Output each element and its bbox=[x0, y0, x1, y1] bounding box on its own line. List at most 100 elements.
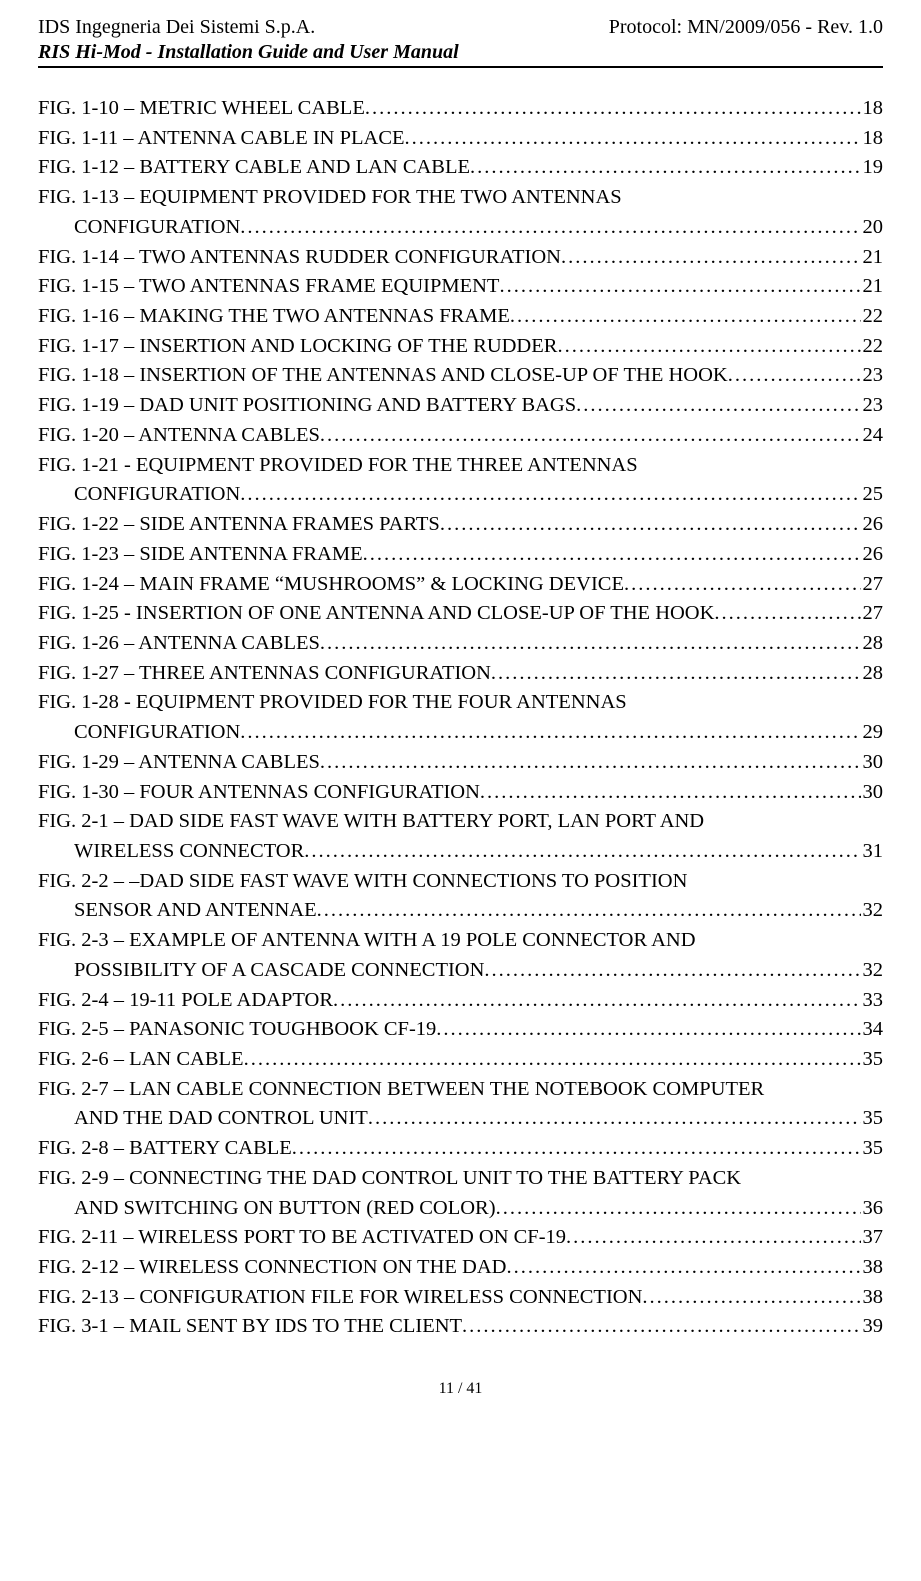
toc-line: CONFIGURATION29 bbox=[38, 718, 883, 748]
toc-text: FIG. 2-3 – EXAMPLE OF ANTENNA WITH A 19 … bbox=[38, 926, 696, 956]
toc-line: FIG. 1-25 - INSERTION OF ONE ANTENNA AND… bbox=[38, 599, 883, 629]
toc-page-number: 26 bbox=[861, 510, 884, 540]
toc-line: FIG. 1-20 – ANTENNA CABLES 24 bbox=[38, 421, 883, 451]
toc-text: FIG. 1-29 – ANTENNA CABLES bbox=[38, 748, 320, 778]
toc-entry: FIG. 1-13 – EQUIPMENT PROVIDED FOR THE T… bbox=[38, 183, 883, 242]
toc-line: AND THE DAD CONTROL UNIT35 bbox=[38, 1104, 883, 1134]
toc-entry: FIG. 1-14 – TWO ANTENNAS RUDDER CONFIGUR… bbox=[38, 243, 883, 273]
toc-line: FIG. 2-8 – BATTERY CABLE35 bbox=[38, 1134, 883, 1164]
toc-text: FIG. 1-14 – TWO ANTENNAS RUDDER CONFIGUR… bbox=[38, 243, 561, 273]
toc-entry: FIG. 1-15 – TWO ANTENNAS FRAME EQUIPMENT… bbox=[38, 272, 883, 302]
toc-entry: FIG. 1-29 – ANTENNA CABLES 30 bbox=[38, 748, 883, 778]
toc-page-number: 34 bbox=[861, 1015, 884, 1045]
toc-entry: FIG. 1-16 – MAKING THE TWO ANTENNAS FRAM… bbox=[38, 302, 883, 332]
toc-leaders bbox=[240, 718, 860, 748]
toc-text: FIG. 1-12 – BATTERY CABLE AND LAN CABLE bbox=[38, 153, 470, 183]
toc-line: FIG. 1-28 - EQUIPMENT PROVIDED FOR THE F… bbox=[38, 688, 883, 718]
toc-line: FIG. 1-23 – SIDE ANTENNA FRAME26 bbox=[38, 540, 883, 570]
toc-page-number: 32 bbox=[861, 956, 884, 986]
header-company: IDS Ingegneria Dei Sistemi S.p.A. bbox=[38, 16, 315, 39]
toc-line: FIG. 1-14 – TWO ANTENNAS RUDDER CONFIGUR… bbox=[38, 243, 883, 273]
toc-entry: FIG. 2-13 – CONFIGURATION FILE FOR WIREL… bbox=[38, 1283, 883, 1313]
toc-line: FIG. 2-4 – 19-11 POLE ADAPTOR33 bbox=[38, 986, 883, 1016]
toc-text: FIG. 1-30 – FOUR ANTENNAS CONFIGURATION bbox=[38, 778, 480, 808]
toc-line: FIG. 2-3 – EXAMPLE OF ANTENNA WITH A 19 … bbox=[38, 926, 883, 956]
toc-page-number: 19 bbox=[861, 153, 884, 183]
toc-entry: FIG. 1-25 - INSERTION OF ONE ANTENNA AND… bbox=[38, 599, 883, 629]
toc-page-number: 21 bbox=[861, 243, 884, 273]
toc-page-number: 24 bbox=[861, 421, 884, 451]
toc-page-number: 25 bbox=[861, 480, 884, 510]
toc-page-number: 38 bbox=[861, 1253, 884, 1283]
toc-leaders bbox=[624, 570, 861, 600]
toc-entry: FIG. 1-26 – ANTENNA CABLES28 bbox=[38, 629, 883, 659]
toc-entry: FIG. 2-9 – CONNECTING THE DAD CONTROL UN… bbox=[38, 1164, 883, 1223]
toc-text: FIG. 2-7 – LAN CABLE CONNECTION BETWEEN … bbox=[38, 1075, 764, 1105]
toc-leaders bbox=[363, 540, 861, 570]
footer-page-current: 11 bbox=[439, 1380, 454, 1397]
toc-text: FIG. 2-9 – CONNECTING THE DAD CONTROL UN… bbox=[38, 1164, 741, 1194]
toc-entry: FIG. 1-23 – SIDE ANTENNA FRAME26 bbox=[38, 540, 883, 570]
toc-line: FIG. 2-5 – PANASONIC TOUGHBOOK CF-1934 bbox=[38, 1015, 883, 1045]
toc-entry: FIG. 1-10 – METRIC WHEEL CABLE18 bbox=[38, 94, 883, 124]
toc-line: FIG. 1-29 – ANTENNA CABLES 30 bbox=[38, 748, 883, 778]
page-header: IDS Ingegneria Dei Sistemi S.p.A. Protoc… bbox=[38, 16, 883, 68]
toc-line: FIG. 1-17 – INSERTION AND LOCKING OF THE… bbox=[38, 332, 883, 362]
toc-leaders bbox=[240, 480, 860, 510]
toc-leaders bbox=[304, 837, 860, 867]
toc-text: CONFIGURATION bbox=[74, 213, 240, 243]
toc-leaders bbox=[320, 629, 861, 659]
toc-text: FIG. 1-20 – ANTENNA CABLES bbox=[38, 421, 320, 451]
toc-leaders bbox=[320, 421, 861, 451]
toc-page-number: 37 bbox=[861, 1223, 884, 1253]
toc-entry: FIG. 2-5 – PANASONIC TOUGHBOOK CF-1934 bbox=[38, 1015, 883, 1045]
toc-line: FIG. 2-9 – CONNECTING THE DAD CONTROL UN… bbox=[38, 1164, 883, 1194]
toc-page-number: 28 bbox=[861, 659, 884, 689]
toc-leaders bbox=[506, 1253, 860, 1283]
toc-entry: FIG. 2-11 – WIRELESS PORT TO BE ACTIVATE… bbox=[38, 1223, 883, 1253]
toc-text: CONFIGURATION bbox=[74, 480, 240, 510]
toc-text: FIG. 1-21 - EQUIPMENT PROVIDED FOR THE T… bbox=[38, 451, 638, 481]
toc-leaders bbox=[642, 1283, 860, 1313]
toc-text: FIG. 1-28 - EQUIPMENT PROVIDED FOR THE F… bbox=[38, 688, 627, 718]
toc-entry: FIG. 1-22 – SIDE ANTENNA FRAMES PARTS26 bbox=[38, 510, 883, 540]
toc-page-number: 35 bbox=[861, 1104, 884, 1134]
figures-toc: FIG. 1-10 – METRIC WHEEL CABLE18FIG. 1-1… bbox=[38, 94, 883, 1342]
toc-entry: FIG. 1-27 – THREE ANTENNAS CONFIGURATION… bbox=[38, 659, 883, 689]
toc-entry: FIG. 1-24 – MAIN FRAME “MUSHROOMS” & LOC… bbox=[38, 570, 883, 600]
toc-line: SENSOR AND ANTENNAE 32 bbox=[38, 896, 883, 926]
toc-entry: FIG. 1-20 – ANTENNA CABLES 24 bbox=[38, 421, 883, 451]
toc-line: FIG. 1-27 – THREE ANTENNAS CONFIGURATION… bbox=[38, 659, 883, 689]
toc-page-number: 32 bbox=[861, 896, 884, 926]
toc-line: FIG. 2-12 – WIRELESS CONNECTION ON THE D… bbox=[38, 1253, 883, 1283]
toc-line: FIG. 1-22 – SIDE ANTENNA FRAMES PARTS26 bbox=[38, 510, 883, 540]
toc-page-number: 27 bbox=[861, 599, 884, 629]
toc-line: FIG. 1-16 – MAKING THE TWO ANTENNAS FRAM… bbox=[38, 302, 883, 332]
toc-text: FIG. 1-13 – EQUIPMENT PROVIDED FOR THE T… bbox=[38, 183, 622, 213]
toc-entry: FIG. 1-12 – BATTERY CABLE AND LAN CABLE 1… bbox=[38, 153, 883, 183]
toc-page-number: 26 bbox=[861, 540, 884, 570]
toc-page-number: 38 bbox=[861, 1283, 884, 1313]
toc-leaders bbox=[333, 986, 861, 1016]
header-top-row: IDS Ingegneria Dei Sistemi S.p.A. Protoc… bbox=[38, 16, 883, 39]
toc-entry: FIG. 1-21 - EQUIPMENT PROVIDED FOR THE T… bbox=[38, 451, 883, 510]
toc-line: FIG. 2-7 – LAN CABLE CONNECTION BETWEEN … bbox=[38, 1075, 883, 1105]
toc-line: FIG. 1-12 – BATTERY CABLE AND LAN CABLE 1… bbox=[38, 153, 883, 183]
toc-line: CONFIGURATION 25 bbox=[38, 480, 883, 510]
toc-leaders bbox=[462, 1312, 860, 1342]
toc-line: FIG. 1-19 – DAD UNIT POSITIONING AND BAT… bbox=[38, 391, 883, 421]
toc-line: WIRELESS CONNECTOR31 bbox=[38, 837, 883, 867]
toc-text: FIG. 1-27 – THREE ANTENNAS CONFIGURATION bbox=[38, 659, 491, 689]
toc-entry: FIG. 3-1 – MAIL SENT BY IDS TO THE CLIEN… bbox=[38, 1312, 883, 1342]
toc-page-number: 30 bbox=[861, 748, 884, 778]
toc-text: FIG. 1-19 – DAD UNIT POSITIONING AND BAT… bbox=[38, 391, 576, 421]
toc-line: CONFIGURATION20 bbox=[38, 213, 883, 243]
toc-entry: FIG. 2-4 – 19-11 POLE ADAPTOR33 bbox=[38, 986, 883, 1016]
toc-leaders bbox=[240, 213, 860, 243]
toc-text: FIG. 1-15 – TWO ANTENNAS FRAME EQUIPMENT bbox=[38, 272, 499, 302]
toc-line: FIG. 1-11 – ANTENNA CABLE IN PLACE18 bbox=[38, 124, 883, 154]
toc-leaders bbox=[484, 956, 860, 986]
toc-leaders bbox=[320, 748, 861, 778]
footer-page-sep: / bbox=[454, 1380, 466, 1397]
toc-text: SENSOR AND ANTENNAE bbox=[74, 896, 317, 926]
